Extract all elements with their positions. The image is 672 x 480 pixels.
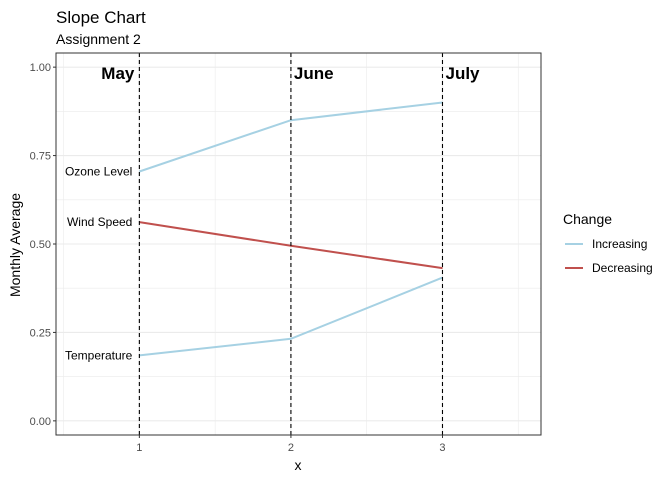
series-label: Temperature (65, 348, 133, 362)
legend-label: Increasing (592, 237, 647, 251)
y-tick-label: 0.25 (30, 327, 51, 339)
month-label: May (101, 64, 135, 83)
series-label: Wind Speed (67, 215, 132, 229)
y-tick-label: 0.00 (30, 416, 51, 428)
series-line-temperature (139, 276, 443, 357)
month-label: July (445, 64, 480, 83)
chart-title: Slope Chart (56, 8, 146, 27)
y-tick-label: 0.50 (30, 239, 51, 251)
legend-label: Decreasing (592, 261, 653, 275)
x-axis-title: x (295, 457, 302, 473)
legend-title: Change (563, 211, 612, 227)
y-tick-label: 1.00 (30, 62, 51, 74)
chart-subtitle: Assignment 2 (56, 31, 141, 47)
x-tick-label: 3 (439, 442, 445, 454)
x-tick-label: 2 (288, 442, 294, 454)
month-label: June (294, 64, 334, 83)
plot-area: May June July Ozone Level Wind Speed Temperat… (30, 52, 542, 454)
y-axis-title: Monthly Average (7, 193, 23, 297)
y-tick-label: 0.75 (30, 151, 51, 163)
legend: Change Increasing Decreasing (563, 211, 653, 275)
series-line-ozone-level (139, 101, 443, 173)
series-label: Ozone Level (65, 164, 132, 178)
x-tick-label: 1 (136, 442, 142, 454)
